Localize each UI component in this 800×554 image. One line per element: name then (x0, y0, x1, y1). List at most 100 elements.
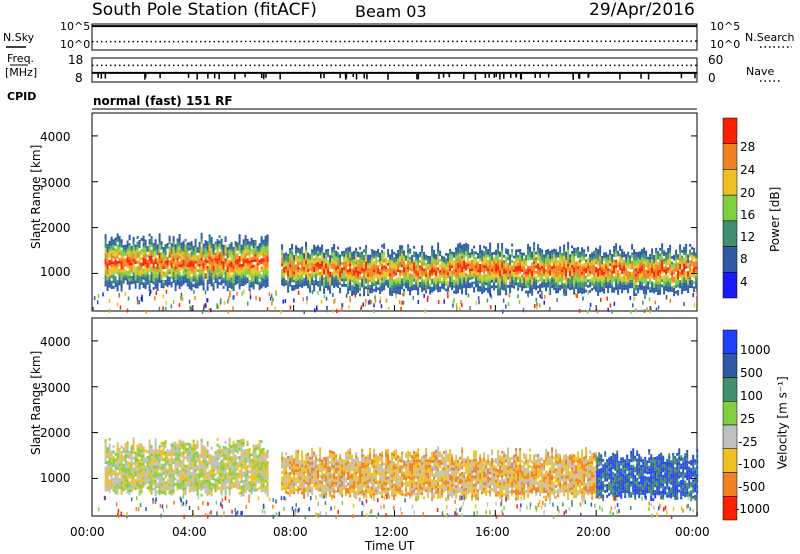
power-echo-cell (449, 262, 452, 266)
power-echo-cell (649, 254, 652, 257)
power-echo-cell (535, 276, 538, 280)
power-echo-cell (525, 271, 528, 275)
power-echo-cell (174, 269, 177, 272)
power-scatter-cell (247, 301, 249, 306)
power-echo-cell (429, 269, 432, 273)
velocity-echo-cell (132, 486, 135, 490)
power-echo-cell (313, 258, 316, 262)
power-echo-cell (469, 271, 472, 275)
power-echo-cell (457, 251, 460, 255)
power-echo-cell (401, 283, 404, 287)
power-echo-cell (333, 276, 336, 280)
power-echo-cell (309, 276, 312, 279)
power-echo-cell (435, 267, 438, 271)
power-echo-cell (609, 285, 612, 289)
power-scatter-cell (490, 294, 493, 299)
power-scatter-cell (403, 291, 405, 296)
power-echo-cell (138, 259, 141, 262)
velocity-echo-cell (114, 474, 117, 478)
power-echo-cell (459, 253, 462, 257)
power-echo-cell (675, 290, 678, 294)
power-echo-cell (449, 248, 452, 252)
power-echo-cell (301, 263, 304, 266)
power-echo-cell (184, 263, 187, 267)
velocity-echo-cell (108, 490, 111, 493)
velocity-echo-cell (122, 483, 125, 486)
velocity-echo-cell (110, 456, 113, 460)
velocity-echo-cell (110, 470, 113, 473)
power-echo-cell (349, 287, 352, 291)
power-echo-cell (603, 255, 606, 258)
power-echo-cell (250, 243, 253, 247)
power-echo-cell (256, 246, 259, 249)
power-echo-cell (443, 267, 446, 271)
velocity-echo-cell (112, 450, 115, 454)
power-echo-cell (685, 271, 688, 275)
power-echo-cell (603, 279, 606, 283)
power-echo-cell (479, 244, 482, 248)
velocity-echo-cell (138, 454, 141, 457)
power-echo-cell (493, 282, 496, 285)
power-echo-cell (325, 285, 328, 288)
power-echo-cell (345, 256, 348, 260)
power-echo-cell (128, 278, 131, 282)
power-echo-cell (477, 269, 480, 273)
velocity-echo-cell (140, 482, 143, 486)
power-scatter-cell (460, 300, 462, 304)
power-echo-cell (415, 257, 418, 260)
power-echo-cell (363, 279, 366, 283)
power-echo-cell (579, 287, 582, 291)
power-echo-cell (339, 254, 342, 258)
power-echo-cell (413, 251, 416, 255)
power-echo-cell (387, 284, 390, 288)
power-echo-cell (605, 274, 608, 278)
power-echo-cell (361, 279, 364, 282)
power-echo-cell (108, 240, 111, 244)
velocity-echo-cell (114, 461, 117, 464)
power-echo-cell (509, 290, 512, 293)
power-echo-cell (196, 277, 199, 281)
power-echo-cell (691, 268, 694, 272)
power-echo-cell (415, 251, 418, 255)
power-echo-cell (553, 276, 556, 279)
power-echo-cell (254, 245, 257, 249)
power-echo-cell (535, 287, 538, 291)
power-echo-cell (321, 283, 324, 286)
power-echo-cell (130, 262, 133, 266)
power-echo-cell (397, 285, 400, 289)
power-echo-cell (289, 256, 292, 259)
power-echo-cell (166, 262, 169, 266)
velocity-echo-cell (134, 451, 137, 455)
power-echo-cell (433, 282, 436, 286)
power-echo-cell (531, 257, 534, 260)
power-echo-cell (473, 270, 476, 274)
power-scatter-cell (606, 296, 608, 301)
power-echo-cell (479, 253, 482, 256)
power-echo-cell (593, 286, 596, 290)
power-echo-cell (311, 252, 314, 255)
power-echo-cell (457, 282, 460, 285)
power-echo-cell (130, 281, 133, 285)
power-echo-cell (443, 259, 446, 263)
velocity-echo-cell (110, 459, 113, 462)
power-echo-cell (106, 249, 109, 253)
power-echo-cell (244, 240, 247, 244)
power-echo-cell (537, 255, 540, 258)
power-echo-cell (571, 251, 574, 254)
power-echo-cell (343, 267, 346, 271)
power-scatter-cell (611, 309, 613, 314)
power-echo-cell (581, 277, 584, 281)
power-echo-cell (363, 260, 366, 264)
power-echo-cell (483, 289, 486, 293)
power-echo-cell (563, 283, 566, 286)
power-echo-cell (315, 252, 318, 255)
power-echo-cell (158, 249, 161, 253)
power-echo-cell (661, 276, 664, 280)
power-echo-cell (373, 261, 376, 265)
power-echo-cell (645, 280, 648, 284)
power-echo-cell (597, 262, 600, 266)
power-echo-cell (285, 282, 288, 286)
power-echo-cell (106, 244, 109, 247)
velocity-echo-cell (112, 458, 115, 462)
power-echo-cell (561, 253, 564, 256)
